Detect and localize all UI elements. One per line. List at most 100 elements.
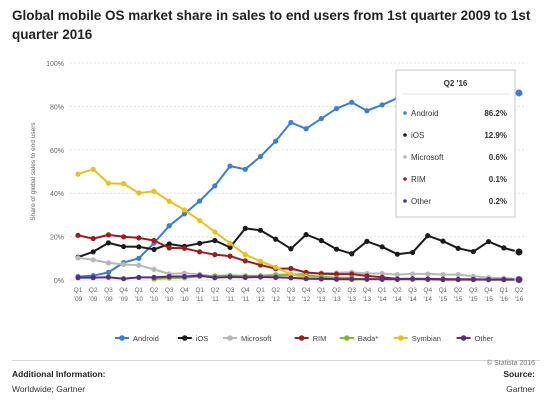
other-data-point bbox=[242, 274, 248, 280]
x-tick-label: Q1 bbox=[439, 287, 448, 294]
x-tick-label: '14 bbox=[424, 296, 433, 303]
tooltip-series-name: Android bbox=[411, 109, 439, 118]
x-tick-label: '14 bbox=[408, 296, 417, 303]
other-data-point bbox=[257, 274, 264, 280]
android-data-point bbox=[227, 163, 233, 169]
other-data-point bbox=[288, 275, 294, 281]
symbian-data-point bbox=[75, 171, 81, 177]
rim-data-point bbox=[288, 265, 294, 272]
other-data-point bbox=[75, 275, 81, 281]
android-data-point bbox=[514, 88, 524, 98]
x-tick-label: '14 bbox=[393, 296, 402, 303]
ios-legend-label: iOS bbox=[196, 334, 209, 343]
ios-data-point bbox=[394, 251, 400, 257]
tooltip-box bbox=[395, 69, 516, 218]
tooltip-series-marker bbox=[403, 133, 407, 137]
x-tick-label: '16 bbox=[500, 296, 509, 303]
android-data-point bbox=[318, 115, 324, 122]
symbian-data-point bbox=[197, 217, 203, 224]
x-tick-label: '09 bbox=[74, 296, 83, 303]
x-tick-label: Q3 bbox=[226, 287, 235, 294]
x-tick-label: '11 bbox=[196, 296, 204, 303]
ios-data-point bbox=[349, 251, 355, 257]
rim-data-point bbox=[75, 232, 81, 238]
other-data-point bbox=[227, 274, 233, 280]
other-data-point bbox=[379, 276, 385, 282]
tooltip-series-marker bbox=[403, 111, 407, 115]
source-label: Source: bbox=[503, 369, 535, 379]
x-tick-label: Q2 bbox=[454, 287, 463, 294]
x-tick-label: Q1 bbox=[256, 287, 265, 294]
symbian-data-point bbox=[242, 252, 248, 258]
y-tick-label: 100% bbox=[46, 61, 64, 68]
ios-series-line bbox=[77, 227, 520, 259]
y-tick-label: 20% bbox=[50, 235, 64, 242]
android-data-point bbox=[257, 153, 264, 160]
android-data-point bbox=[136, 255, 142, 261]
microsoft-legend-label: Microsoft bbox=[241, 334, 272, 343]
ios-data-point bbox=[166, 241, 172, 247]
ios-data-point bbox=[288, 246, 294, 252]
android-data-point bbox=[181, 211, 188, 217]
symbian-data-point bbox=[166, 198, 172, 204]
x-tick-label: Q1 bbox=[134, 287, 143, 294]
other-data-point bbox=[303, 276, 309, 282]
x-tick-label: Q1 bbox=[195, 287, 204, 294]
x-tick-label: '14 bbox=[378, 296, 387, 303]
android-data-point bbox=[197, 198, 203, 204]
ios-data-point bbox=[303, 232, 309, 238]
rim-data-point bbox=[105, 232, 112, 238]
ios-data-point bbox=[514, 247, 524, 257]
rim-data-point bbox=[166, 245, 172, 251]
ios-data-point bbox=[197, 240, 203, 246]
x-tick-label: Q4 bbox=[180, 287, 189, 294]
ios-data-point bbox=[318, 237, 324, 244]
x-tick-label: Q3 bbox=[287, 287, 296, 294]
source-value: Gartner bbox=[506, 384, 535, 394]
android-data-point bbox=[303, 126, 309, 132]
microsoft-data-point bbox=[394, 271, 400, 278]
x-tick-label: Q1 bbox=[378, 287, 387, 294]
rim-data-point bbox=[121, 234, 127, 240]
android-data-point bbox=[212, 183, 218, 189]
rim-data-point bbox=[90, 235, 96, 242]
ios-data-point bbox=[425, 233, 431, 239]
x-tick-label: Q1 bbox=[317, 287, 326, 294]
other-data-point bbox=[440, 276, 446, 283]
rim-data-point bbox=[197, 249, 203, 255]
x-tick-label: Q2 bbox=[271, 287, 280, 294]
ios-data-point bbox=[151, 246, 157, 253]
y-tick-label: 40% bbox=[50, 191, 64, 198]
android-data-point bbox=[349, 99, 355, 105]
ios-data-point bbox=[379, 244, 385, 250]
symbian-data-point bbox=[136, 190, 142, 196]
x-tick-label: Q3 bbox=[469, 287, 478, 294]
symbian-data-point bbox=[90, 166, 96, 172]
tooltip-series-value: 0.2% bbox=[489, 197, 507, 206]
microsoft-data-point bbox=[425, 271, 431, 277]
x-tick-label: Q3 bbox=[104, 287, 113, 294]
x-tick-label: Q4 bbox=[119, 287, 128, 294]
x-tick-label: Q2 bbox=[515, 287, 524, 294]
x-tick-label: Q4 bbox=[423, 287, 432, 294]
symbian-legend-label: Symbian bbox=[412, 334, 441, 343]
rim-data-point bbox=[349, 271, 355, 277]
symbian-data-point bbox=[121, 181, 127, 187]
tooltip-series-value: 86.2% bbox=[484, 109, 507, 118]
other-legend-label: Other bbox=[475, 334, 494, 343]
x-tick-label: '13 bbox=[363, 296, 372, 303]
x-tick-label: Q3 bbox=[408, 287, 417, 294]
rim-data-point bbox=[151, 237, 157, 244]
ios-data-point bbox=[242, 225, 248, 231]
x-tick-label: '12 bbox=[287, 296, 296, 303]
x-tick-label: '09 bbox=[89, 296, 98, 303]
rim-data-point bbox=[136, 235, 142, 241]
other-data-point bbox=[166, 273, 172, 280]
android-data-point bbox=[288, 119, 294, 126]
microsoft-data-point bbox=[121, 261, 127, 267]
tooltip-series-name: RIM bbox=[411, 175, 426, 184]
bada-legend-marker bbox=[344, 335, 350, 341]
ios-data-point bbox=[212, 237, 218, 244]
microsoft-data-point bbox=[105, 260, 112, 266]
other-data-point bbox=[151, 274, 157, 280]
